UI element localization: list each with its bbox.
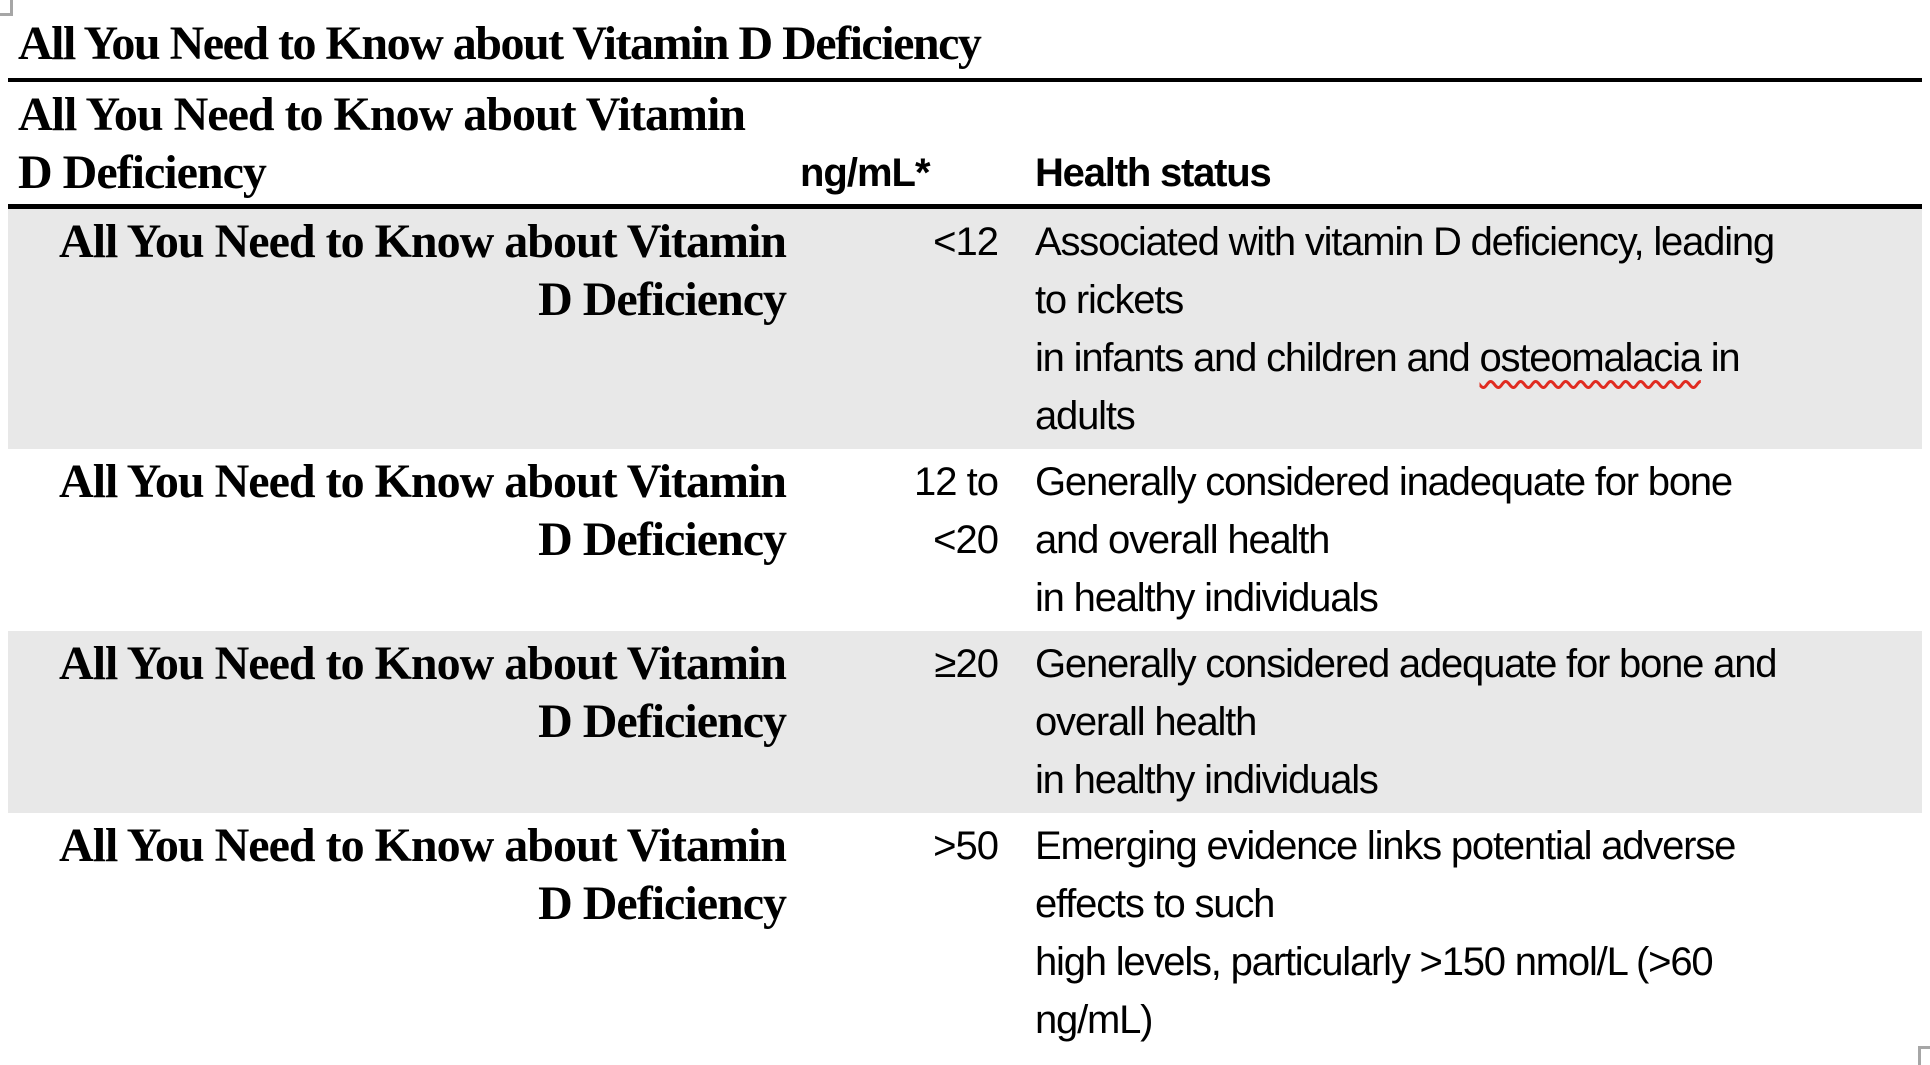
status-column-header: Health status [1035,151,1272,195]
text-boundary-top-left-icon [10,0,13,16]
document-title: All You Need to Know about Vitamin D Def… [18,17,982,70]
text-boundary-bottom-right-icon [1918,1046,1921,1065]
table-header-row: All You Need to Know about Vitamin D Def… [8,82,1922,204]
status-text-spellcheck-line: in infants and children and osteomalacia… [1035,329,1906,387]
status-text: Associated with vitamin D deficiency, le… [1035,220,1775,322]
status-cell: Generally considered adequate for bone a… [1035,642,1777,802]
header-status-cell: Health status [1010,82,1922,204]
text-boundary-bottom-right-icon [1918,1046,1930,1049]
range-cell: ≥20 [934,642,999,686]
header-label-cell: All You Need to Know about Vitamin D Def… [18,88,746,199]
status-text: in infants and children and [1035,336,1480,380]
header-unit-cell: ng/mL* [800,82,1010,204]
status-text: adults [1035,394,1136,438]
status-cell: Emerging evidence links potential advers… [1035,824,1736,1042]
row-label-cell: All You Need to Know about Vitamin D Def… [59,455,787,566]
range-cell: >50 [933,824,999,868]
header-divider [8,204,1922,209]
row-label-cell: All You Need to Know about Vitamin D Def… [59,637,787,748]
misspelled-word[interactable]: osteomalacia [1479,336,1702,380]
range-cell: 12 to <20 [914,460,999,562]
document-body: All You Need to Know about Vitamin D Def… [8,0,1922,1053]
status-cell: Generally considered inadequate for bone… [1035,460,1733,620]
unit-column-header: ng/mL* [800,151,931,195]
table-row: All You Need to Know about Vitamin D Def… [8,631,1922,813]
table-row: All You Need to Know about Vitamin D Def… [8,813,1922,1053]
table-row: All You Need to Know about Vitamin D Def… [8,449,1922,631]
table-row: All You Need to Know about Vitamin D Def… [8,209,1922,449]
title-divider [8,78,1922,82]
row-label-cell: All You Need to Know about Vitamin D Def… [59,819,787,930]
status-cell: Associated with vitamin D deficiency, le… [1010,209,1922,449]
row-label-cell: All You Need to Know about Vitamin D Def… [59,215,787,326]
status-text: in [1700,336,1741,380]
range-cell: <12 [933,220,999,264]
text-boundary-top-left-icon [0,13,13,16]
